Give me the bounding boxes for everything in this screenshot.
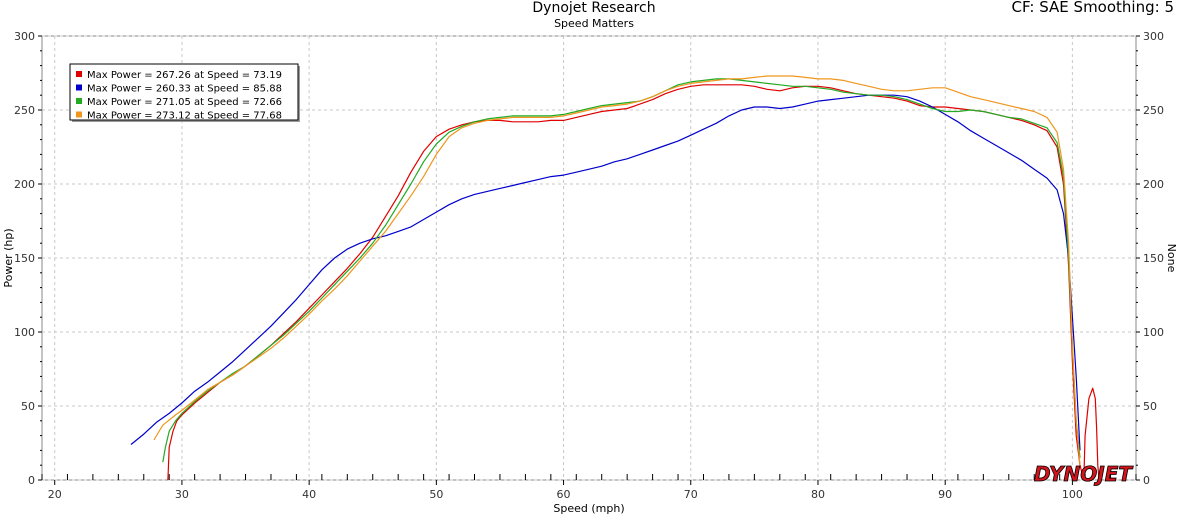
x-tick-label: 70: [684, 488, 698, 501]
legend-entry: Max Power = 271.05 at Speed = 72.66: [87, 97, 282, 108]
x-tick-label: 30: [175, 488, 189, 501]
x-tick-label: 100: [1062, 488, 1083, 501]
correction-factor: CF: SAE Smoothing: 5: [1011, 0, 1174, 16]
legend-entry: Max Power = 267.26 at Speed = 73.19: [87, 70, 282, 81]
x-tick-label: 60: [557, 488, 571, 501]
series-line: [162, 78, 1081, 463]
chart-subtitle: Speed Matters: [554, 17, 634, 30]
legend-swatch: [76, 84, 82, 91]
x-tick-label: 50: [429, 488, 443, 501]
y2-tick-label: 0: [1143, 474, 1150, 487]
y-tick-label: 200: [14, 178, 35, 191]
y2-tick-label: 300: [1143, 30, 1164, 43]
x-tick-label: 20: [48, 488, 62, 501]
y-axis-label: Power (hp): [2, 228, 15, 287]
y2-tick-label: 200: [1143, 178, 1164, 191]
y-tick-label: 150: [14, 252, 35, 265]
y-tick-label: 100: [14, 326, 35, 339]
y2-tick-label: 150: [1143, 252, 1164, 265]
x-axis-label: Speed (mph): [553, 502, 624, 515]
legend-entry: Max Power = 260.33 at Speed = 85.88: [87, 84, 282, 95]
axes: 20 30 40 50 60 70 80 90 100 0 0 50 50 100 100 150 150 200…: [14, 30, 1164, 501]
y-tick-label: 250: [14, 104, 35, 117]
legend-swatch: [76, 98, 82, 104]
y2-tick-label: 250: [1143, 104, 1164, 117]
series-line: [167, 84, 1100, 481]
x-tick-label: 80: [811, 488, 825, 501]
series-line: [153, 75, 1081, 466]
y-tick-label: 50: [21, 400, 35, 413]
y2-tick-label: 50: [1143, 400, 1157, 413]
legend-box: [69, 63, 299, 121]
series-line: [130, 94, 1081, 451]
legend: Max Power = 267.26 at Speed = 73.19 Max P…: [69, 63, 300, 122]
y2-axis-label: None: [1165, 244, 1178, 273]
x-tick-label: 90: [938, 488, 952, 501]
legend-entry: Max Power = 273.12 at Speed = 77.68: [87, 111, 282, 122]
x-tick-label: 40: [302, 488, 316, 501]
y2-tick-label: 100: [1143, 326, 1164, 339]
y-tick-label: 0: [28, 474, 35, 487]
legend-swatch: [76, 71, 82, 77]
chart-title: Dynojet Research: [532, 0, 656, 16]
logo-text: DYNOJET: [1034, 462, 1133, 486]
plot-series: [130, 75, 1100, 481]
legend-swatch: [76, 111, 82, 118]
dynojet-logo: DYNOJET: [1034, 462, 1134, 487]
y-tick-label: 300: [14, 30, 35, 43]
